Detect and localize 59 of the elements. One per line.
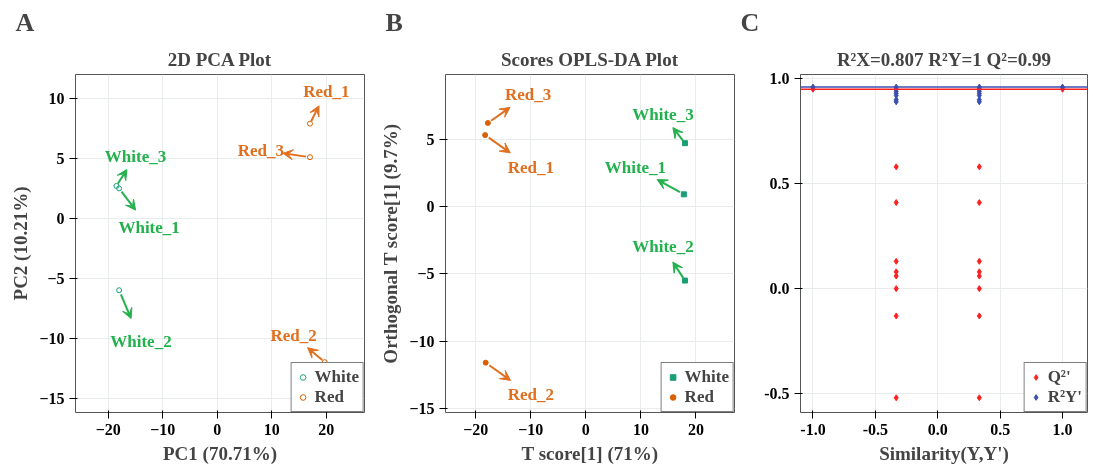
x-tick-label: −20 (463, 420, 489, 438)
annotation: Red_1 (303, 81, 350, 101)
x-tick-label: -0.5 (862, 420, 889, 438)
annotation: White_1 (604, 157, 667, 177)
text: C (740, 7, 760, 37)
annotation: White_2 (632, 237, 694, 257)
x-axis-title: PC1 (70.71%) (163, 442, 277, 465)
x-tick-label: 0 (581, 420, 590, 438)
x-tick-label: -1.0 (800, 420, 826, 438)
y-tick-label: 0 (56, 209, 65, 227)
x-tick-label: 20 (687, 420, 704, 438)
chart-title: R²X=0.807 R²Y=1 Q²=0.99 (836, 48, 1052, 70)
y-tick-label: −5 (47, 269, 65, 287)
y-tick-label: 5 (56, 149, 65, 167)
y-tick-label: 0 (426, 197, 435, 215)
x-tick-label: 0.5 (990, 420, 1011, 438)
chart-title: Scores OPLS-DA Plot (500, 48, 679, 70)
y-axis-title: PC2 (10.21%) (10, 186, 33, 301)
x-tick-label: −20 (95, 420, 121, 438)
x-tick-label: −10 (150, 420, 176, 438)
y-tick-label: 0.0 (769, 280, 790, 298)
y-tick-label: −5 (417, 265, 435, 283)
y-tick-label: 1.0 (769, 70, 790, 88)
annotation: Red_1 (507, 157, 554, 177)
annotation: White_1 (118, 218, 180, 238)
legend-label: White (314, 367, 359, 387)
annotation: Red_2 (270, 326, 317, 346)
annotation: Red_3 (237, 140, 285, 160)
annotation: White_3 (104, 146, 167, 166)
annotation: White_2 (110, 332, 172, 352)
x-axis-title: Similarity(Y,Y') (879, 442, 1009, 465)
y-tick-label: 5 (426, 130, 435, 148)
annotation: Red_2 (507, 385, 554, 405)
x-tick-label: 1.0 (1052, 420, 1073, 438)
legend-label: R²Y' (1047, 387, 1082, 407)
text: A (15, 7, 35, 37)
chart-title: 2D PCA Plot (167, 48, 272, 70)
x-tick-label: 20 (318, 420, 335, 438)
y-tick-label: −10 (39, 329, 65, 347)
annotation: Red_3 (504, 85, 552, 105)
annotation: White_3 (632, 105, 694, 125)
legend-label: Red (314, 387, 344, 407)
x-tick-label: 0.0 (927, 420, 948, 438)
x-axis-title: T score[1] (71%) (521, 442, 659, 465)
y-tick-label: −10 (409, 332, 435, 350)
x-tick-label: 10 (632, 420, 649, 438)
legend-label: White (684, 367, 729, 387)
y-tick-label: 10 (48, 89, 65, 107)
x-tick-label: 10 (263, 420, 280, 438)
y-tick-label: -0.5 (764, 385, 790, 403)
x-tick-label: 0 (213, 420, 222, 438)
y-tick-label: −15 (39, 389, 65, 407)
x-tick-label: −10 (518, 420, 544, 438)
y-tick-label: 0.5 (769, 175, 790, 193)
legend-label: Red (684, 387, 714, 407)
y-axis-title: Orthogonal T score[1] (9.7%) (380, 124, 403, 364)
text: B (385, 7, 403, 37)
legend-label: Q²' (1047, 367, 1071, 387)
y-tick-label: −15 (409, 399, 435, 417)
